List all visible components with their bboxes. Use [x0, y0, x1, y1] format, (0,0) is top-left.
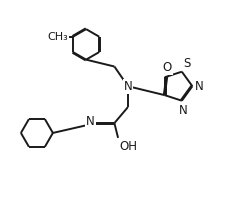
Text: CH₃: CH₃	[47, 32, 68, 42]
Text: N: N	[86, 115, 95, 128]
Text: O: O	[163, 61, 172, 74]
Text: N: N	[179, 104, 187, 117]
Text: OH: OH	[119, 140, 137, 153]
Text: S: S	[183, 58, 190, 71]
Text: N: N	[123, 80, 132, 93]
Text: O: O	[50, 30, 59, 43]
Text: N: N	[195, 80, 204, 93]
